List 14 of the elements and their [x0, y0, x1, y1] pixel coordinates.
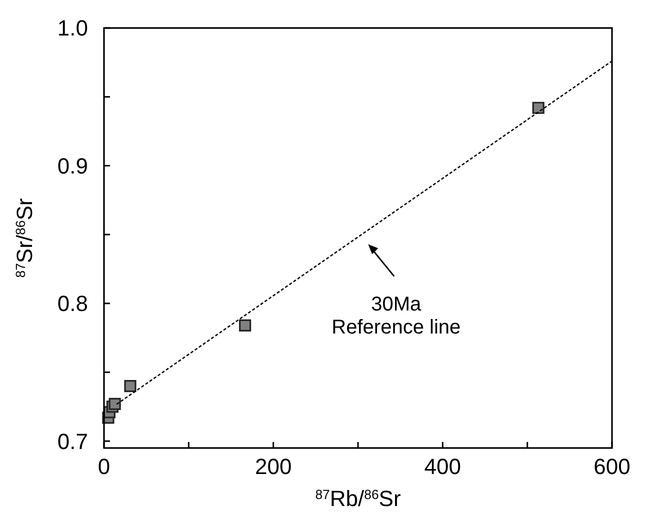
annotation: 30Ma Reference line: [332, 293, 461, 338]
point: [239, 319, 252, 332]
x-tick-label: 200: [254, 454, 292, 479]
x-tick-label: 400: [424, 454, 462, 479]
x-tick-label: 600: [594, 454, 630, 479]
point: [532, 102, 544, 114]
point: [108, 398, 121, 410]
x-tick-label: 0: [98, 454, 110, 479]
y-tick-label: 0.9: [57, 153, 88, 178]
point: [124, 380, 136, 392]
y-tick-label: 0.7: [57, 428, 88, 454]
y-tick-label: 1.0: [57, 16, 88, 41]
y-tick-label: 0.8: [57, 291, 88, 316]
x-axis-title: $^{87}$Rb/$^{86}$Sr: [315, 486, 401, 511]
